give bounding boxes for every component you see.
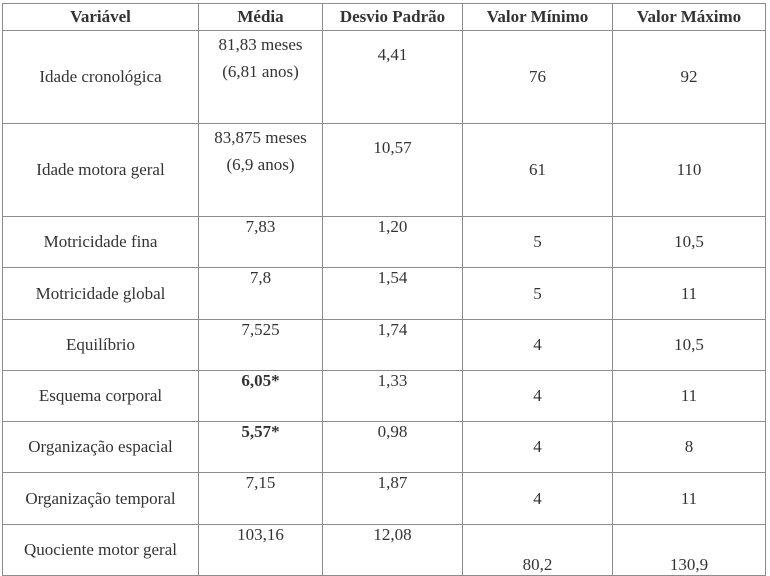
table-row: Esquema corporal 6,05* 1,33 4 11 — [2, 370, 766, 422]
mean-years: (6,9 anos) — [226, 155, 295, 174]
cell-min: 4 — [462, 421, 613, 473]
header-std-dev: Desvio Padrão — [322, 3, 463, 31]
table-row: Quociente motor geral 103,16 12,08 80,2 … — [2, 524, 766, 576]
cell-variable: Organização espacial — [2, 421, 199, 473]
cell-mean: 81,83 meses (6,81 anos) — [198, 30, 323, 124]
cell-variable: Organização temporal — [2, 472, 199, 525]
cell-std-dev: 10,57 — [322, 123, 463, 217]
cell-min: 76 — [462, 30, 613, 124]
cell-mean: 7,8 — [198, 267, 323, 320]
table-row: Organização espacial 5,57* 0,98 4 8 — [2, 421, 766, 473]
cell-std-dev: 1,33 — [322, 370, 463, 422]
cell-mean: 7,83 — [198, 216, 323, 268]
cell-variable: Idade motora geral — [2, 123, 199, 217]
table-row: Equilíbrio 7,525 1,74 4 10,5 — [2, 319, 766, 371]
cell-max: 11 — [612, 370, 766, 422]
cell-variable: Quociente motor geral — [2, 524, 199, 576]
header-min-value: Valor Mínimo — [462, 3, 613, 31]
cell-min: 4 — [462, 319, 613, 371]
cell-mean: 5,57* — [198, 421, 323, 473]
cell-std-dev: 1,20 — [322, 216, 463, 268]
cell-variable: Idade cronológica — [2, 30, 199, 124]
table-row: Motricidade global 7,8 1,54 5 11 — [2, 267, 766, 320]
header-mean: Média — [198, 3, 323, 31]
table-row: Organização temporal 7,15 1,87 4 11 — [2, 472, 766, 525]
cell-std-dev: 1,74 — [322, 319, 463, 371]
cell-min: 61 — [462, 123, 613, 217]
cell-max: 10,5 — [612, 216, 766, 268]
cell-max: 10,5 — [612, 319, 766, 371]
cell-mean: 103,16 — [198, 524, 323, 576]
cell-max: 11 — [612, 267, 766, 320]
cell-min: 5 — [462, 216, 613, 268]
cell-variable: Motricidade fina — [2, 216, 199, 268]
cell-std-dev: 12,08 — [322, 524, 463, 576]
table-row: Idade motora geral 83,875 meses (6,9 ano… — [2, 123, 766, 217]
cell-mean: 7,525 — [198, 319, 323, 371]
cell-std-dev: 0,98 — [322, 421, 463, 473]
cell-mean: 7,15 — [198, 472, 323, 525]
table-row: Idade cronológica 81,83 meses (6,81 anos… — [2, 30, 766, 124]
cell-std-dev: 4,41 — [322, 30, 463, 124]
cell-std-dev: 1,54 — [322, 267, 463, 320]
table-row: Motricidade fina 7,83 1,20 5 10,5 — [2, 216, 766, 268]
cell-variable: Equilíbrio — [2, 319, 199, 371]
cell-min: 4 — [462, 472, 613, 525]
cell-max: 11 — [612, 472, 766, 525]
cell-max: 130,9 — [612, 524, 766, 576]
cell-max: 110 — [612, 123, 766, 217]
cell-min: 5 — [462, 267, 613, 320]
cell-mean: 83,875 meses (6,9 anos) — [198, 123, 323, 217]
header-max-value: Valor Máximo — [612, 3, 766, 31]
cell-variable: Motricidade global — [2, 267, 199, 320]
cell-max: 8 — [612, 421, 766, 473]
header-row: Variável Média Desvio Padrão Valor Mínim… — [2, 3, 766, 31]
mean-years: (6,81 anos) — [222, 62, 299, 81]
statistics-table: Variável Média Desvio Padrão Valor Mínim… — [2, 3, 766, 576]
mean-months: 83,875 meses — [214, 128, 307, 147]
mean-months: 81,83 meses — [218, 35, 303, 54]
cell-min: 80,2 — [462, 524, 613, 576]
cell-variable: Esquema corporal — [2, 370, 199, 422]
cell-mean: 6,05* — [198, 370, 323, 422]
cell-max: 92 — [612, 30, 766, 124]
cell-min: 4 — [462, 370, 613, 422]
header-variable: Variável — [2, 3, 199, 31]
cell-std-dev: 1,87 — [322, 472, 463, 525]
